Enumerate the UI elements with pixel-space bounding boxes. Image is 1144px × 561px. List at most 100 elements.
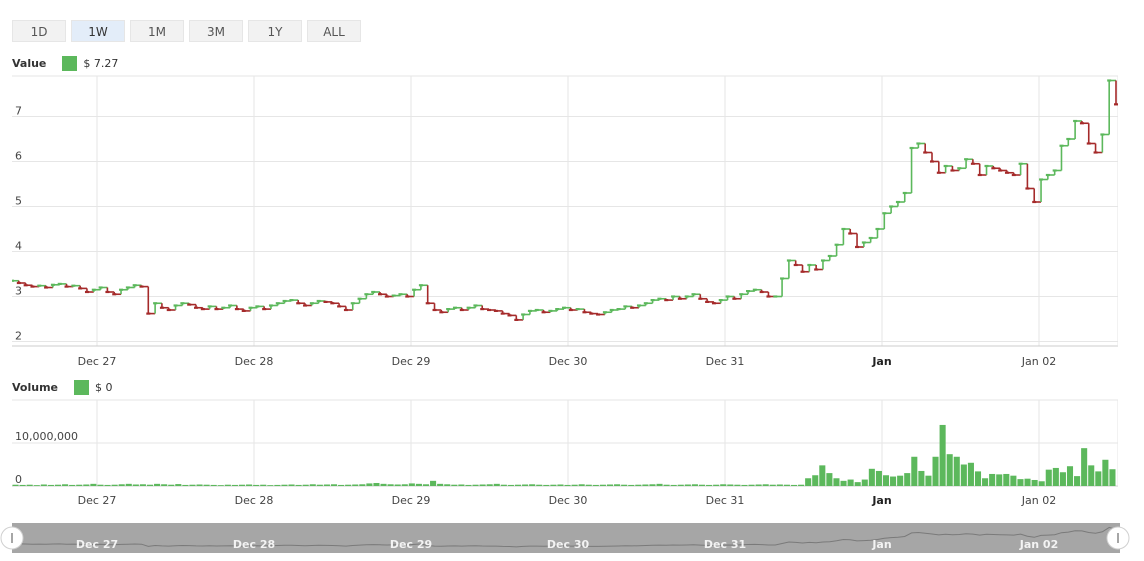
volume-bar (614, 484, 621, 486)
volume-bar (40, 484, 47, 486)
volume-bar (882, 475, 890, 486)
price-y-tick-label: 4 (15, 240, 22, 253)
volume-bar (231, 484, 238, 486)
volume-bar (1017, 479, 1024, 486)
volume-bar (323, 484, 330, 486)
volume-bar (146, 484, 154, 486)
volume-bar (776, 484, 783, 486)
volume-bar (472, 484, 479, 486)
volume-bar (663, 484, 670, 486)
volume-bar (288, 484, 295, 486)
volume-bar (387, 484, 394, 486)
volume-bar (656, 483, 663, 486)
range-button-1m[interactable]: 1M (130, 20, 184, 42)
volume-bar (1081, 448, 1088, 486)
volume-bar (69, 484, 76, 486)
volume-bar (253, 484, 260, 486)
volume-bar (444, 484, 451, 486)
volume-bar (967, 462, 974, 486)
labels-layer: 2 3 4 5 6 7 Dec 27 Dec 28 Dec 29 Dec 30 Dec 31 Jan J… (15, 105, 1056, 508)
range-button-1w[interactable]: 1W (71, 20, 125, 42)
volume-bar (260, 484, 267, 486)
volume-bar (1045, 469, 1052, 486)
volume-bar (1052, 467, 1059, 486)
volume-bar (104, 484, 111, 486)
value-legend-swatch (62, 56, 78, 71)
volume-bar (1109, 469, 1116, 486)
volume-bar (373, 482, 380, 486)
volume-bar (812, 475, 819, 486)
volume-bar (642, 484, 649, 486)
volume-bar (1088, 465, 1095, 486)
volume-bar (1095, 471, 1102, 486)
volume-bar (26, 484, 33, 486)
volume-bar (118, 484, 125, 486)
volume-x-tick-label: Dec 30 (549, 494, 588, 507)
volume-bar (154, 483, 161, 486)
volume-bar (628, 484, 635, 486)
volume-bar (819, 465, 826, 486)
volume-bar (408, 483, 415, 486)
volume-bar (720, 484, 727, 486)
volume-bar (1074, 476, 1081, 486)
volume-bar (33, 485, 40, 486)
volume-bar (1024, 478, 1031, 486)
volume-x-tick-label: Jan (871, 494, 891, 507)
volume-bar (557, 484, 564, 486)
volume-bar (904, 473, 911, 486)
price-x-tick-label: Dec 27 (78, 355, 117, 368)
volume-bar (734, 484, 741, 486)
volume-bar (132, 484, 139, 486)
volume-bar (139, 484, 146, 486)
volume-x-tick-label: Dec 31 (706, 494, 745, 507)
price-y-tick-label: 3 (15, 285, 22, 298)
volume-bar (861, 479, 868, 486)
volume-bar (500, 484, 507, 486)
volume-bar (649, 484, 656, 486)
volume-bar (493, 483, 500, 486)
volume-bar (330, 484, 338, 486)
price-x-tick-label: Dec 28 (235, 355, 274, 368)
volume-bar (932, 456, 939, 486)
range-button-all[interactable]: ALL (307, 20, 361, 42)
volume-bar (1010, 475, 1017, 486)
volume-bar (529, 484, 536, 486)
volume-bar (210, 484, 217, 486)
volume-bar (345, 484, 352, 486)
volume-bar (189, 484, 196, 486)
volume-bar (175, 484, 182, 486)
marks-layer (12, 79, 1118, 486)
volume-bar (698, 484, 706, 486)
volume-bar (76, 484, 83, 486)
volume-bar (571, 484, 578, 486)
volume-bar (798, 484, 805, 486)
grid-layer (12, 75, 1118, 487)
volume-bar (238, 484, 246, 486)
volume-bar (543, 484, 550, 486)
volume-bar (897, 475, 904, 486)
range-button-1d[interactable]: 1D (12, 20, 66, 42)
volume-bar (748, 484, 755, 486)
volume-y-tick-label: 0 (15, 473, 22, 486)
volume-bar (295, 484, 302, 486)
range-button-1y[interactable]: 1Y (248, 20, 302, 42)
volume-bar (338, 484, 345, 486)
volume-bar (182, 484, 189, 486)
volume-bar (83, 484, 90, 486)
volume-x-tick-label: Jan 02 (1021, 494, 1056, 507)
price-x-tick-label: Jan (871, 355, 891, 368)
volume-legend-text: $ 0 (95, 381, 113, 394)
volume-bar (352, 484, 359, 486)
price-x-tick-label: Dec 31 (706, 355, 745, 368)
volume-bar (47, 484, 54, 486)
volume-bar (486, 484, 493, 486)
volume-bar (430, 480, 437, 486)
volume-bar (684, 484, 691, 486)
volume-bar (1102, 459, 1109, 486)
range-button-3m[interactable]: 3M (189, 20, 243, 42)
volume-bar (437, 483, 444, 486)
volume-bar (635, 484, 642, 486)
volume-bar (826, 473, 833, 486)
volume-bar (833, 478, 840, 486)
price-y-tick-label: 2 (15, 330, 22, 343)
